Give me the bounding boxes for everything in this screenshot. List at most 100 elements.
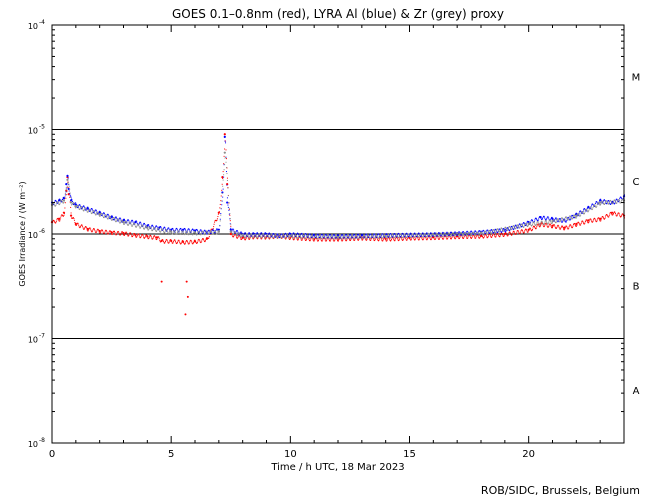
trace-dot: [437, 235, 439, 237]
trace-dot: [363, 234, 365, 236]
trace-dot: [123, 223, 125, 225]
trace-dot: [72, 201, 74, 203]
trace-dot: [215, 229, 217, 231]
trace-dot: [112, 233, 114, 235]
trace-dot: [429, 235, 431, 237]
trace-dot: [200, 241, 202, 243]
trace-dot: [267, 233, 269, 235]
trace-dot: [87, 230, 89, 232]
trace-dot: [443, 232, 445, 234]
trace-dot: [491, 229, 493, 231]
trace-dot: [423, 237, 425, 239]
trace-dot: [155, 225, 157, 227]
trace-dot: [591, 204, 593, 206]
trace-dot: [505, 232, 507, 234]
trace-dot: [312, 239, 314, 241]
trace-dot: [473, 234, 475, 236]
trace-dot: [329, 233, 331, 235]
trace-dot: [307, 234, 309, 236]
trace-dot: [304, 233, 306, 235]
trace-dot: [622, 198, 624, 200]
trace-dot: [299, 234, 301, 236]
trace-dot: [583, 223, 585, 225]
trace-dot: [431, 237, 433, 239]
trace-dot: [578, 223, 580, 225]
trace-dot: [140, 227, 142, 229]
trace-dot: [178, 239, 180, 241]
trace-dot: [69, 192, 71, 194]
trace-dot: [447, 236, 449, 238]
trace-dot: [323, 237, 325, 239]
trace-dot: [427, 238, 429, 240]
trace-dot: [186, 240, 188, 242]
trace-dot: [588, 208, 590, 210]
trace-dot: [114, 233, 116, 235]
trace-dot: [73, 218, 75, 220]
trace-dot: [469, 232, 471, 234]
trace-dot: [339, 235, 341, 237]
trace-dot: [399, 235, 401, 237]
trace-dot: [220, 195, 222, 197]
trace-dot: [152, 238, 154, 240]
trace-dot: [198, 232, 200, 234]
trace-dot: [604, 216, 606, 218]
trace-dot: [148, 228, 150, 230]
trace-dot: [83, 210, 85, 212]
trace-dot: [501, 229, 503, 231]
trace-dot: [303, 235, 305, 237]
trace-dot: [600, 199, 602, 201]
trace-dot: [255, 234, 257, 236]
trace-dot: [71, 217, 73, 219]
trace-dot: [165, 239, 167, 241]
trace-dot: [582, 221, 584, 223]
trace-dot: [414, 235, 416, 237]
trace-dot: [600, 198, 602, 200]
trace-dot: [399, 234, 401, 236]
trace-dot: [75, 207, 77, 209]
trace-dot: [196, 234, 198, 236]
trace-dot: [543, 222, 545, 224]
trace-dot: [309, 237, 311, 239]
trace-dot: [521, 229, 523, 231]
trace-dot: [87, 206, 89, 208]
trace-dot: [370, 236, 372, 238]
trace-dot: [223, 174, 225, 176]
trace-dot: [477, 234, 479, 236]
trace-dot: [503, 235, 505, 237]
trace-dot: [321, 240, 323, 242]
trace-dot: [444, 232, 446, 234]
trace-dot: [572, 215, 574, 217]
trace-dot: [305, 233, 307, 235]
trace-dot: [337, 238, 339, 240]
trace-dot: [390, 236, 392, 238]
trace-dot: [558, 220, 560, 222]
trace-dot: [439, 234, 441, 236]
trace-dot: [261, 236, 263, 238]
trace-dot: [579, 215, 581, 217]
trace-dot: [136, 223, 138, 225]
trace-dot: [131, 219, 133, 221]
trace-dot: [312, 236, 314, 238]
trace-dot: [144, 224, 146, 226]
trace-dot: [176, 229, 178, 231]
trace-dot: [586, 210, 588, 212]
trace-dot: [553, 219, 555, 221]
trace-dot: [610, 203, 612, 205]
trace-dot: [174, 231, 176, 233]
trace-dot: [463, 235, 465, 237]
trace-dot: [239, 237, 241, 239]
trace-dot: [417, 238, 419, 240]
trace-dot: [540, 217, 542, 219]
trace-dot: [142, 226, 144, 228]
trace-dot: [470, 234, 472, 236]
trace-dot: [73, 219, 75, 221]
trace-dot: [395, 238, 397, 240]
trace-dot: [566, 217, 568, 219]
trace-dot: [354, 237, 356, 239]
trace-dot: [595, 201, 597, 203]
trace-dot: [276, 237, 278, 239]
trace-dot: [189, 231, 191, 233]
trace-dot: [133, 233, 135, 235]
trace-dot: [227, 204, 229, 206]
